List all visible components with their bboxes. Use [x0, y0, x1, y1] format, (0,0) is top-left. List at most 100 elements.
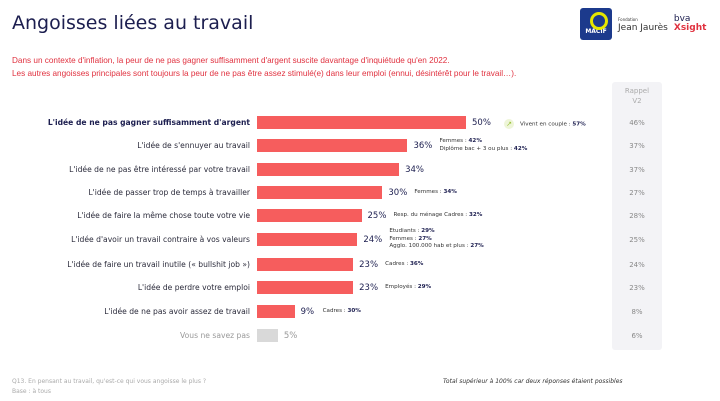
note-key: Femmes :: [414, 189, 442, 195]
chart-row: L'idée de passer trop de temps à travail…: [0, 186, 720, 200]
xsight-text: Xsight: [673, 23, 707, 33]
note-value: 27%: [470, 243, 484, 249]
rappel-header-line: V2: [632, 97, 642, 105]
rappel-value: 27%: [629, 189, 645, 197]
note-key: Resp. du ménage Cadres :: [393, 212, 468, 218]
bar: [257, 281, 354, 294]
rappel-value: 8%: [631, 308, 643, 316]
value-label: 23%: [359, 283, 379, 293]
note-value: 36%: [410, 261, 424, 267]
note-key: Agglo. 100.000 hab et plus :: [389, 243, 469, 249]
note-value: 34%: [443, 189, 457, 195]
note-key: Cadres :: [322, 308, 346, 314]
note-value: 30%: [347, 308, 361, 314]
note-line: Employés : 29%: [385, 284, 431, 290]
chart-row: L'idée de faire un travail inutile (« bu…: [0, 258, 720, 272]
total-note: Total supérieur à 100% car deux réponses…: [443, 378, 623, 385]
note-value: 57%: [572, 121, 586, 128]
page-title: Angoisses liées au travail: [12, 12, 254, 34]
macif-logo: MACIF: [580, 8, 612, 40]
value-label: 9%: [300, 307, 315, 317]
bar: [257, 139, 408, 152]
bar: [257, 329, 278, 342]
rappel-value: 28%: [629, 212, 645, 220]
subtitle: Dans un contexte d'inflation, la peur de…: [12, 54, 516, 80]
value-label: 34%: [405, 165, 425, 175]
note-line: Cadres : 36%: [385, 261, 423, 267]
note-key: Employés :: [385, 284, 416, 290]
category-label: L'idée de faire un travail inutile (« bu…: [67, 260, 250, 269]
value-label: 30%: [388, 188, 408, 198]
jj-name: Jean Jaurès: [618, 23, 668, 33]
category-label: L'idée de s'ennuyer au travail: [137, 141, 250, 150]
rappel-value: 24%: [629, 261, 645, 269]
chart-row: L'idée de perdre votre emploi 23% 23% Emp…: [0, 281, 720, 295]
note-line: Resp. du ménage Cadres : 32%: [394, 212, 483, 218]
bar: [257, 186, 383, 199]
category-label: Vous ne savez pas: [180, 331, 250, 340]
subgroup-note: Femmes : 42% Diplôme bac + 3 ou plus : 42…: [439, 138, 527, 153]
chart-row: L'idée de ne pas gagner suffisamment d'a…: [0, 116, 720, 130]
value-label: 36%: [413, 141, 433, 151]
value-label: 25%: [367, 211, 387, 221]
note-key: Cadres :: [385, 261, 409, 267]
note-value: 42%: [513, 145, 528, 152]
note-value: 32%: [468, 212, 483, 218]
question-text: Q13. En pensant au travail, qu'est-ce qu…: [12, 378, 207, 385]
bar: [257, 305, 295, 318]
rappel-value: 37%: [629, 166, 645, 174]
rappel-value: 37%: [629, 142, 645, 150]
rappel-value: 23%: [629, 284, 645, 292]
note-key: Vivent en couple :: [520, 121, 571, 128]
chart-row: Vous ne savez pas 5% 6%: [0, 329, 720, 343]
value-label: 23%: [359, 260, 379, 270]
note-key: Diplôme bac + 3 ou plus :: [439, 145, 513, 152]
rappel-value: 46%: [629, 119, 645, 127]
rappel-value: 25%: [629, 236, 645, 244]
category-label: L'idée de passer trop de temps à travail…: [88, 188, 250, 197]
note-value: 42%: [468, 138, 482, 144]
chart-row: L'idée de faire la même chose toute votr…: [0, 209, 720, 223]
bar: [257, 116, 466, 129]
bar: [257, 163, 400, 176]
trend-up-icon: ↗: [504, 119, 514, 129]
rappel-column: [612, 82, 662, 350]
subgroup-note: Resp. du ménage Cadres : 32%: [394, 212, 483, 220]
value-label: 50%: [472, 118, 491, 128]
note-line: Etudiants : 29%: [389, 228, 483, 236]
chart-row: L'idée de ne pas avoir assez de travail …: [0, 305, 720, 319]
category-label: L'idée de ne pas gagner suffisamment d'a…: [47, 118, 250, 127]
category-label: L'idée de ne pas avoir assez de travail: [104, 307, 250, 316]
rappel-value: 6%: [631, 332, 643, 340]
category-label: L'idée d'avoir un travail contraire à vo…: [71, 235, 250, 244]
footer-question: Q13. En pensant au travail, qu'est-ce qu…: [12, 377, 206, 397]
category-label: L'idée de perdre votre emploi: [137, 283, 250, 292]
jj-small: Fondation: [618, 17, 638, 22]
chart-row: L'idée d'avoir un travail contraire à vo…: [0, 228, 720, 249]
subgroup-note: Femmes : 34%: [414, 189, 456, 197]
note-key: Femmes :: [439, 138, 467, 144]
bva-text: bva: [673, 14, 691, 24]
note-line: Femmes : 42%: [439, 138, 527, 146]
chart-row: L'idée de s'ennuyer au travail 36% 37% Fe…: [0, 138, 720, 153]
subtitle-line: Les autres angoisses principales sont to…: [12, 69, 517, 78]
subgroup-note: Cadres : 36%: [385, 261, 423, 269]
note-key: Etudiants :: [389, 228, 420, 234]
base-text: Base : à tous: [12, 388, 51, 395]
subgroup-note: ↗ Vivent en couple : 57%: [504, 119, 586, 129]
jean-jaures-logo: Fondation Jean Jaurès: [618, 16, 668, 33]
note-value: 29%: [421, 228, 435, 234]
chart-row: L'idée de ne pas être intéressé par votr…: [0, 163, 720, 177]
subgroup-note: Employés : 29%: [385, 284, 431, 292]
value-label: 24%: [363, 235, 383, 245]
note-line: Vivent en couple : 57%: [520, 122, 586, 128]
note-line: Femmes : 34%: [414, 189, 456, 195]
category-label: L'idée de faire la même chose toute votr…: [77, 211, 250, 220]
value-label: 5%: [283, 331, 298, 341]
note-value: 29%: [417, 284, 432, 290]
note-line: Agglo. 100.000 hab et plus : 27%: [389, 243, 483, 251]
subtitle-line: Dans un contexte d'inflation, la peur de…: [12, 56, 450, 65]
subgroup-note: Etudiants : 29% Femmes : 27% Agglo. 100.00…: [389, 228, 483, 251]
logos: MACIF Fondation Jean Jaurès bva Xsight: [580, 8, 706, 40]
note-key: Femmes :: [389, 235, 417, 242]
